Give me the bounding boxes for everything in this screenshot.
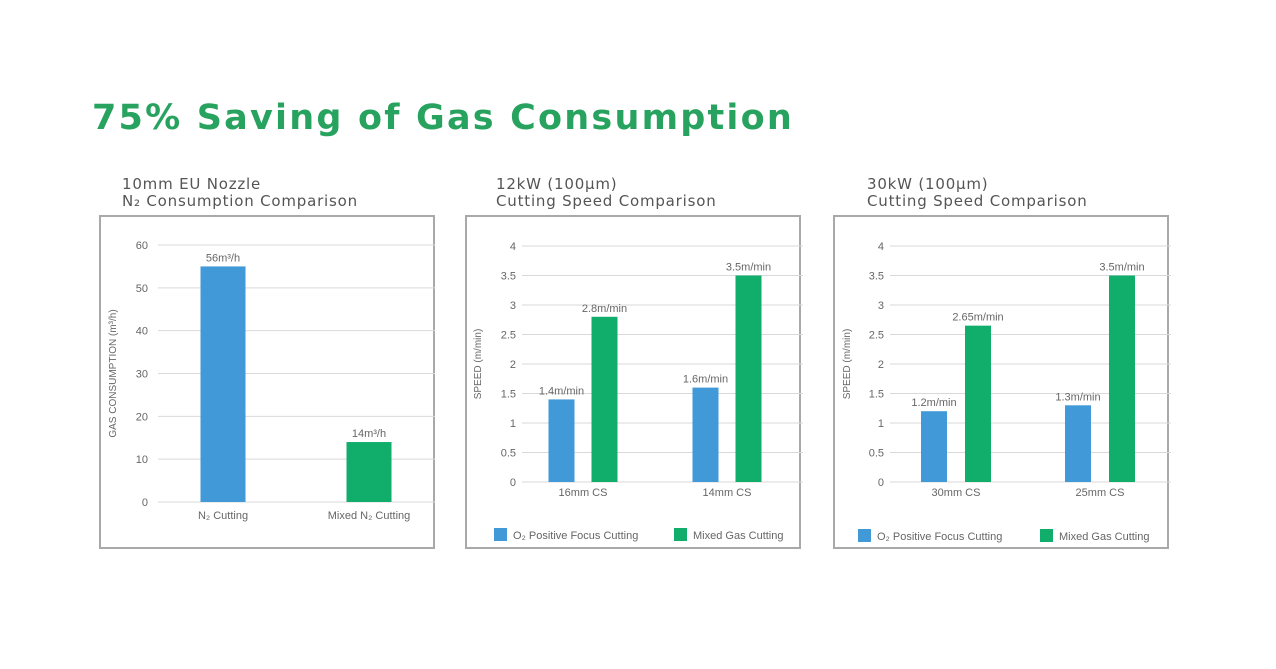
chart-2-y-axis-label: SPEED (m/min): [473, 329, 484, 400]
chart-1-title-line2: N₂ Consumption Comparison: [122, 192, 358, 210]
chart-1-category-label: Mixed N₂ Cutting: [328, 510, 411, 522]
chart-2-ytick-label: 1.5: [501, 389, 516, 401]
chart-3-legend-swatch: [1040, 529, 1053, 542]
chart-2-data-label: 1.6m/min: [683, 374, 728, 386]
chart-1-data-label: 56m³/h: [206, 252, 240, 264]
chart-3-y-axis-label: SPEED (m/min): [842, 329, 853, 400]
chart-1-data-label: 14m³/h: [352, 428, 386, 440]
chart-3-title-line2: Cutting Speed Comparison: [867, 192, 1088, 210]
chart-3-category-label: 30mm CS: [932, 487, 981, 499]
chart-1-ytick-label: 20: [136, 411, 148, 423]
chart-3-ytick-label: 3.5: [869, 271, 884, 283]
chart-1-title-line1: 10mm EU Nozzle: [122, 175, 262, 193]
chart-2-title: 12kW (100µm) Cutting Speed Comparison: [496, 176, 717, 210]
chart-3-title: 30kW (100µm) Cutting Speed Comparison: [867, 176, 1088, 210]
chart-2-ytick-label: 2: [510, 359, 516, 371]
chart-3-title-line1: 30kW (100µm): [867, 175, 989, 193]
chart-3-ytick-label: 1: [878, 418, 884, 430]
chart-3-category-label: 25mm CS: [1076, 487, 1125, 499]
chart-2-ytick-label: 0.5: [501, 448, 516, 460]
chart-2-ytick-label: 0: [510, 477, 516, 489]
chart-3-ytick-label: 1.5: [869, 389, 884, 401]
chart-1-ytick-label: 0: [142, 497, 148, 509]
chart-1-ytick-label: 30: [136, 369, 148, 381]
chart-1-title: 10mm EU Nozzle N₂ Consumption Comparison: [122, 176, 358, 210]
chart-3-bar: [1109, 275, 1135, 482]
chart-3-bar: [965, 325, 991, 482]
chart-1-y-axis-label: GAS CONSUMPTION (m³/h): [108, 309, 119, 437]
chart-3-ytick-label: 2.5: [869, 330, 884, 342]
chart-3-data-label: 3.5m/min: [1099, 262, 1144, 274]
chart-2-ytick-label: 3: [510, 300, 516, 312]
chart-2-legend-label: O₂ Positive Focus Cutting: [513, 530, 638, 542]
chart-2-legend-label: Mixed Gas Cutting: [693, 530, 783, 542]
chart-2-bar: [692, 387, 719, 482]
chart-3-legend-label: Mixed Gas Cutting: [1059, 531, 1149, 543]
chart-2-bar: [591, 316, 618, 482]
chart-3-ytick-label: 2: [878, 359, 884, 371]
chart-1-ytick-label: 60: [136, 240, 148, 252]
chart-2-bar: [735, 275, 762, 482]
chart-1-bar: [346, 442, 392, 502]
chart-2-ytick-label: 4: [510, 241, 516, 253]
chart-3-ytick-label: 4: [878, 241, 884, 253]
chart-1-category-label: N₂ Cutting: [198, 510, 248, 522]
chart-3-bar: [921, 411, 947, 482]
chart-2-bar: [548, 399, 575, 482]
chart-3-ytick-label: 0.5: [869, 448, 884, 460]
chart-2-ytick-label: 1: [510, 418, 516, 430]
chart-3-legend-label: O₂ Positive Focus Cutting: [877, 531, 1002, 543]
chart-1-ytick-label: 40: [136, 326, 148, 338]
chart-2-category-label: 14mm CS: [703, 487, 752, 499]
chart-1-frame: [99, 215, 435, 549]
chart-2-ytick-label: 3.5: [501, 271, 516, 283]
chart-3-bar: [1065, 405, 1091, 482]
chart-2-title-line2: Cutting Speed Comparison: [496, 192, 717, 210]
chart-3-ytick-label: 3: [878, 300, 884, 312]
chart-2-ytick-label: 2.5: [501, 330, 516, 342]
chart-3-frame: [833, 215, 1169, 549]
chart-3-legend-swatch: [858, 529, 871, 542]
chart-3-data-label: 2.65m/min: [952, 312, 1003, 324]
chart-2-data-label: 2.8m/min: [582, 303, 627, 315]
chart-3-ytick-label: 0: [878, 477, 884, 489]
chart-1-ytick-label: 10: [136, 454, 148, 466]
chart-2-legend-swatch: [494, 528, 507, 541]
chart-2-data-label: 3.5m/min: [726, 262, 771, 274]
chart-2-frame: [465, 215, 801, 549]
chart-2-title-line1: 12kW (100µm): [496, 175, 618, 193]
chart-3-data-label: 1.2m/min: [911, 397, 956, 409]
chart-2-legend-swatch: [674, 528, 687, 541]
page-title: 75% Saving of Gas Consumption: [92, 98, 794, 138]
chart-3-data-label: 1.3m/min: [1055, 391, 1100, 403]
chart-2-data-label: 1.4m/min: [539, 385, 584, 397]
chart-2-category-label: 16mm CS: [559, 487, 608, 499]
chart-1-bar: [200, 266, 246, 502]
chart-1-ytick-label: 50: [136, 283, 148, 295]
